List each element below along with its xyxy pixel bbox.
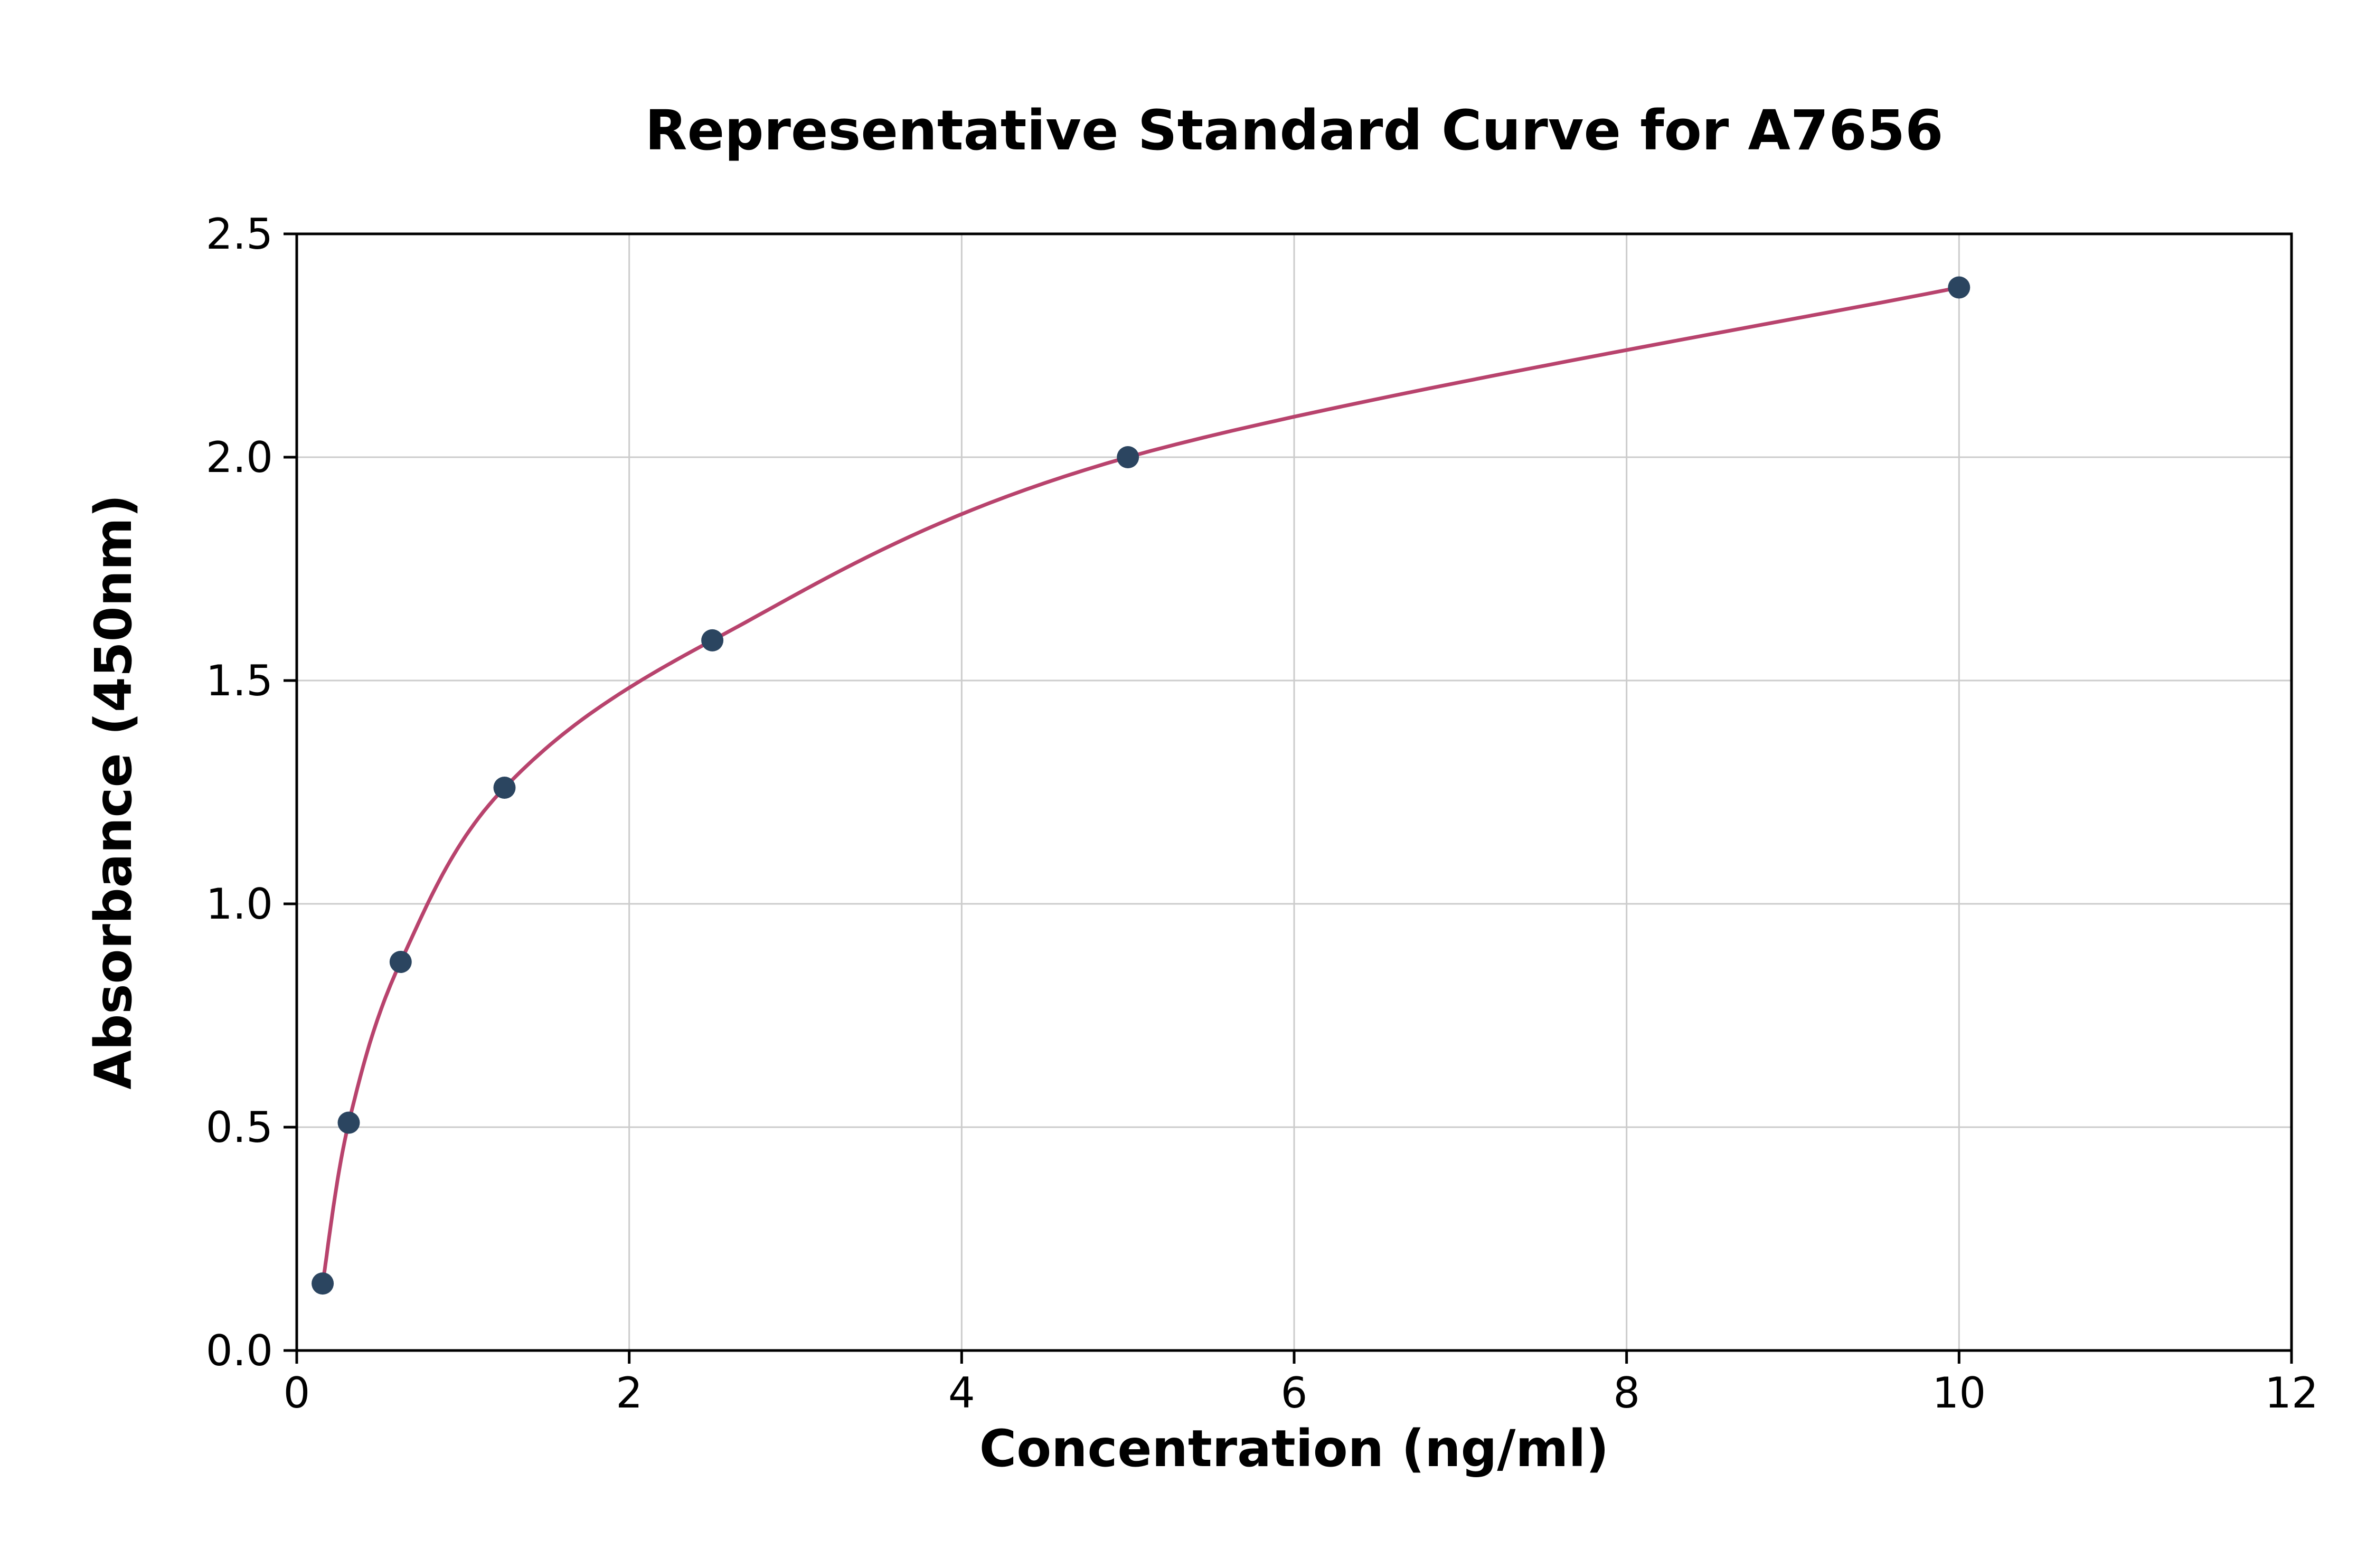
data-point [1948, 276, 1970, 299]
x-tick-label: 12 [2265, 1368, 2318, 1418]
plot-border [295, 232, 2293, 1352]
data-point [337, 1111, 360, 1134]
data-point [312, 1272, 334, 1295]
x-tick-label: 2 [616, 1368, 643, 1418]
x-tick-label: 6 [1281, 1368, 1308, 1418]
data-point [701, 629, 724, 651]
x-axis-label: Concentration (ng/ml) [979, 1419, 1609, 1478]
y-tick-label: 1.5 [206, 656, 273, 705]
data-point [389, 951, 412, 973]
data-point [1117, 446, 1139, 468]
y-tick-label: 1.0 [206, 880, 273, 929]
x-tick-label: 4 [948, 1368, 975, 1418]
y-tick-label: 2.0 [206, 433, 273, 482]
y-tick-label: 2.5 [206, 210, 273, 259]
x-tick-label: 0 [284, 1368, 310, 1418]
fit-curve [320, 286, 1961, 1286]
x-tick-label: 10 [1932, 1368, 1986, 1418]
y-tick-label: 0.5 [206, 1103, 273, 1152]
data-point [493, 777, 516, 799]
y-tick-label: 0.0 [206, 1326, 273, 1375]
chart-title: Representative Standard Curve for A7656 [645, 98, 1944, 163]
x-tick-label: 8 [1613, 1368, 1640, 1418]
